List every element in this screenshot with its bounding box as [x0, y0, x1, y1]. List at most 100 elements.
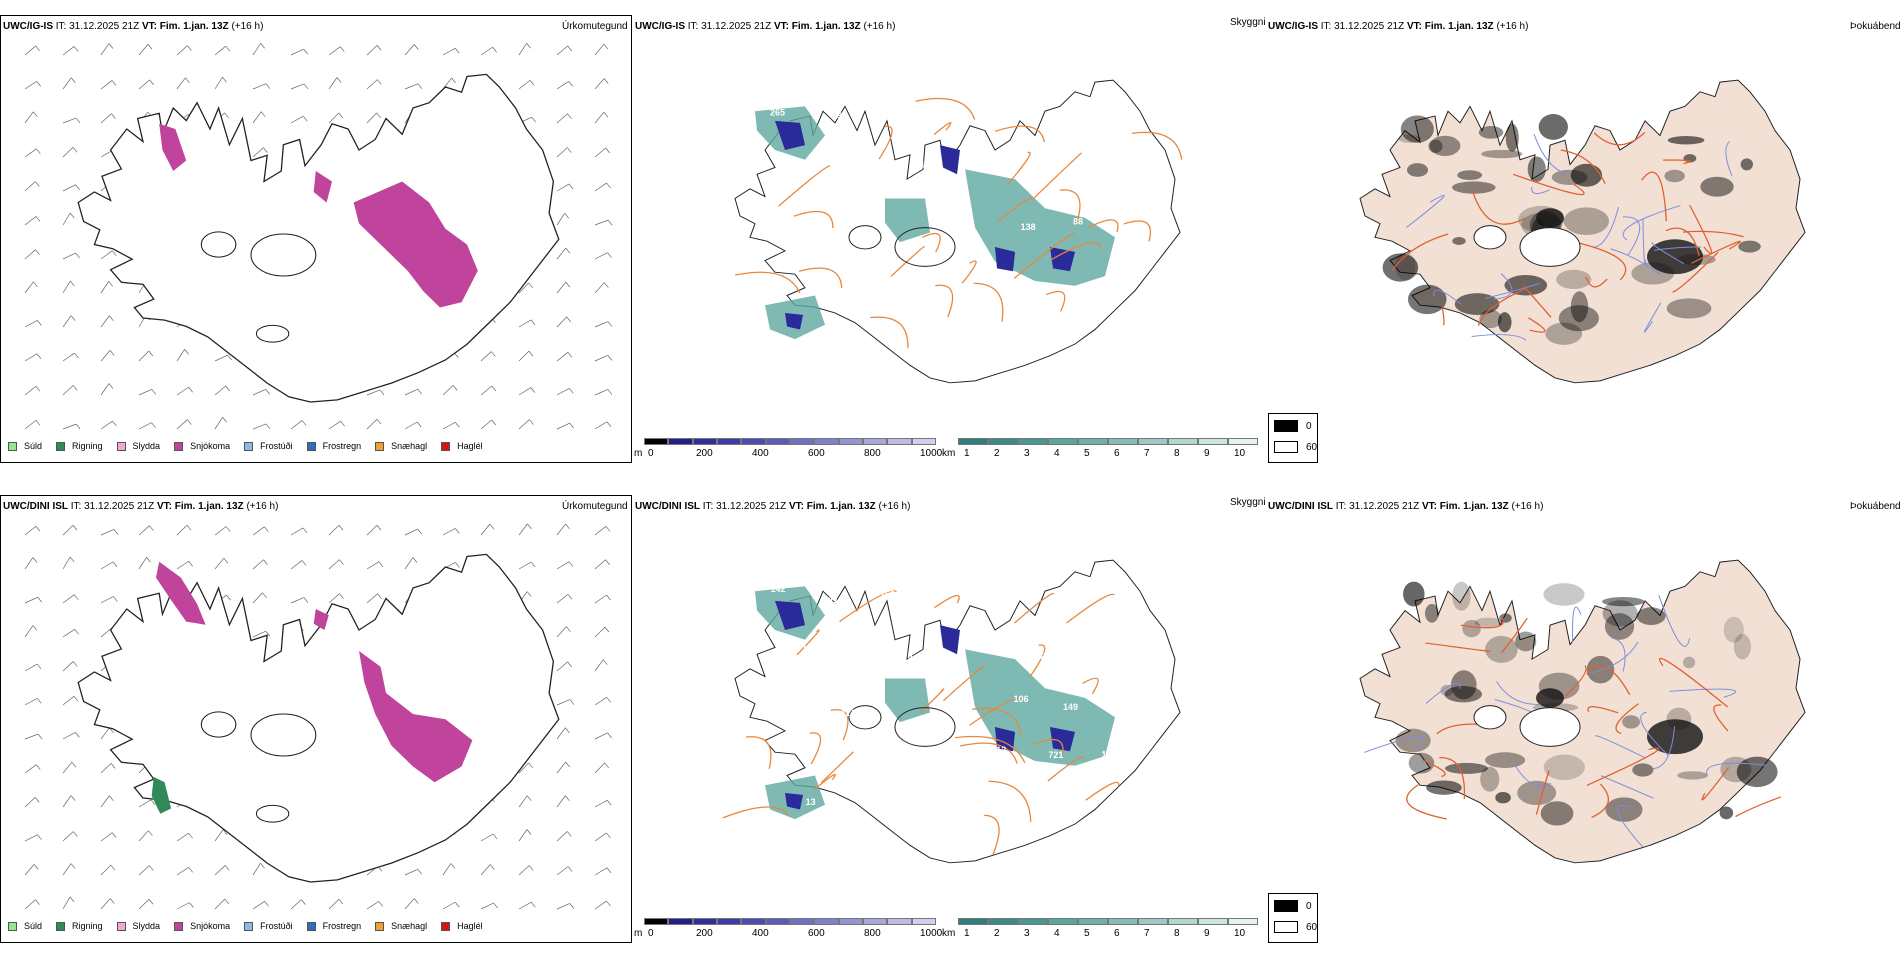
legend-label: Frostregn	[322, 441, 362, 451]
colorbar-segment	[958, 438, 988, 445]
wind-barb-icon	[62, 795, 72, 808]
visibility-value-label: 133	[1101, 750, 1116, 760]
colorbar-segment	[692, 918, 717, 925]
visibility-value-label: 174	[806, 157, 821, 167]
valid-time-value: Fim. 1.jan. 13Z	[806, 501, 876, 512]
wind-barb-icon	[556, 388, 570, 396]
fog-legend-label: 0	[1306, 420, 1312, 432]
wind-barb-icon	[252, 147, 264, 158]
fog-legend-row: 0	[1274, 900, 1312, 912]
fog-blob	[1719, 806, 1734, 820]
wind-barb-icon	[556, 594, 569, 604]
lead-time: (+16 h)	[1496, 21, 1529, 32]
colorbar-segment	[1228, 438, 1258, 445]
wind-barb-icon	[556, 45, 568, 56]
wind-barb-icon	[176, 560, 189, 570]
wind-barb-icon	[214, 417, 223, 430]
wind-barb-icon	[138, 422, 152, 430]
fog-blob	[1428, 139, 1443, 153]
visibility-value-label: 70	[903, 651, 913, 661]
colorbar-segment	[1198, 438, 1228, 445]
model-name: UWC/IG-IS	[3, 21, 53, 32]
visibility-map: 265 59 59 11 88 81 149 174 194 81 126 138 88 107 125 19…	[734, 79, 1183, 384]
wind-barb-icon	[480, 46, 493, 56]
fog-blob	[1478, 126, 1504, 139]
legend-swatch	[116, 921, 126, 931]
road-network-icon	[1032, 738, 1064, 756]
road-network-icon	[961, 260, 977, 284]
fog-blob	[1563, 207, 1610, 236]
river-line	[1595, 735, 1646, 759]
colorbar-segment	[790, 438, 815, 445]
wind-barb-icon	[328, 77, 338, 90]
wind-barb-icon	[62, 212, 71, 226]
road-network-icon	[1066, 593, 1115, 624]
lead-time: (+16 h)	[863, 21, 896, 32]
road-network-icon	[1059, 189, 1081, 224]
legend-label: Slydda	[132, 441, 161, 451]
iceland-outline	[734, 79, 1181, 384]
init-time-value: 31.12.2025 21Z	[84, 501, 155, 512]
road-network-icon	[1013, 232, 1075, 279]
colorbar-segment	[1138, 438, 1168, 445]
fog-blob	[1444, 762, 1488, 774]
colorbar-tick: 200	[696, 448, 713, 459]
wind-barb-icon	[442, 863, 452, 876]
wind-barb-icon	[100, 80, 113, 90]
visibility-value-label: 265	[770, 108, 785, 118]
wind-barb-icon	[366, 79, 378, 90]
legend-swatch	[174, 441, 184, 451]
fog-blob	[1602, 600, 1638, 627]
visibility-value-label: 82	[1038, 651, 1048, 661]
snow-area	[313, 609, 329, 630]
road-network-icon	[1460, 617, 1504, 629]
road-network-icon	[984, 814, 1000, 855]
road-network-icon	[973, 282, 1004, 322]
wind-barb-icon	[290, 899, 302, 910]
wind-barb-icon	[214, 865, 226, 876]
snow-area	[155, 561, 206, 625]
init-time-label: IT:	[1320, 21, 1332, 32]
wind-barb-icon	[594, 697, 607, 706]
colorbar-segment	[1198, 918, 1228, 925]
colorbar-tick: 800	[864, 928, 881, 939]
height-colorbar: m 0 200 400 600 800 1000	[634, 918, 942, 939]
wind-barb-icon	[556, 352, 569, 362]
river-line	[1496, 681, 1541, 705]
road-network-icon	[1047, 756, 1085, 782]
visibility-value-label: 114	[829, 595, 844, 605]
wind-barb-icon	[290, 420, 303, 430]
colorbar-segment	[1078, 438, 1108, 445]
legend-label: Súld	[24, 921, 43, 931]
river-line	[1658, 595, 1691, 647]
road-network-icon	[1663, 159, 1691, 165]
wind-barb-icon	[480, 833, 494, 842]
visibility-value-label: 16	[986, 271, 996, 281]
precip-type-title: Úrkomutegund	[562, 21, 628, 32]
wind-barb-icon	[62, 525, 74, 536]
init-time-label: IT:	[702, 501, 714, 512]
wind-barb-icon	[252, 592, 263, 604]
wind-barb-icon	[594, 732, 608, 740]
road-network-icon	[1615, 703, 1639, 735]
colorbar-tick: 2	[994, 448, 1000, 459]
fog-blob	[1647, 239, 1703, 275]
valid-time-label: VT:	[156, 501, 172, 512]
visibility-value-label: 90	[931, 589, 941, 599]
road-network-icon	[734, 271, 801, 294]
visibility-value-label: 88	[1073, 217, 1083, 227]
lead-time: (+16 h)	[246, 501, 279, 512]
fog-blob	[1556, 269, 1592, 290]
colorbar-tick: 4	[1054, 448, 1060, 459]
glacier-outline	[1473, 225, 1507, 250]
road-network-icon	[1682, 230, 1744, 238]
fog-blob	[1586, 655, 1615, 684]
wind-barb-icon	[62, 863, 72, 876]
wind-barb-icon	[556, 866, 569, 876]
wind-barb-icon	[24, 385, 37, 396]
wind-barb-icon	[24, 111, 34, 124]
fog-blob	[1426, 780, 1462, 795]
legend-label: Rigning	[72, 441, 103, 451]
river-line	[1531, 186, 1550, 194]
wind-barb-icon	[138, 799, 152, 808]
